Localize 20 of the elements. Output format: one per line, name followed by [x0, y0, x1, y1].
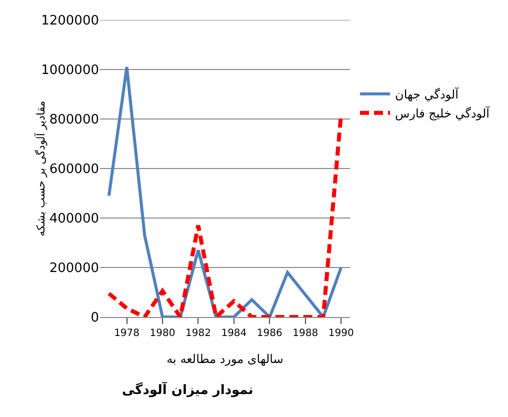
y-tick-label: 600000: [49, 162, 99, 178]
x-tick-label: 1986: [256, 328, 282, 339]
y-tick-label: 1200000: [41, 14, 99, 29]
legend-label: آلودگي خليج فارس: [395, 106, 490, 121]
y-axis-title: مقادیر آلودگی بر حسب بشکه: [33, 100, 48, 236]
x-tick-label: 1988: [292, 328, 318, 339]
y-tick-label: 400000: [49, 212, 99, 227]
x-axis-title: سالهای مورد مطالعه به: [166, 352, 284, 366]
x-tick-label: 1980: [150, 328, 176, 339]
x-tick-label: 1978: [114, 328, 140, 339]
x-tick-label: 1990: [328, 328, 354, 339]
line-series: [107, 66, 343, 317]
y-tick-label: 200000: [49, 261, 99, 276]
text: نمودار میزان آلودگی: [122, 381, 254, 398]
x-tick-label: 1982: [185, 328, 211, 339]
y-tick-label: 0: [90, 310, 99, 326]
y-tick-label: 800000: [49, 112, 99, 128]
y-tick-label: 1000000: [41, 63, 99, 78]
legend-label: آلودگي جهان: [395, 86, 460, 102]
x-tick-label: 1984: [221, 328, 247, 339]
